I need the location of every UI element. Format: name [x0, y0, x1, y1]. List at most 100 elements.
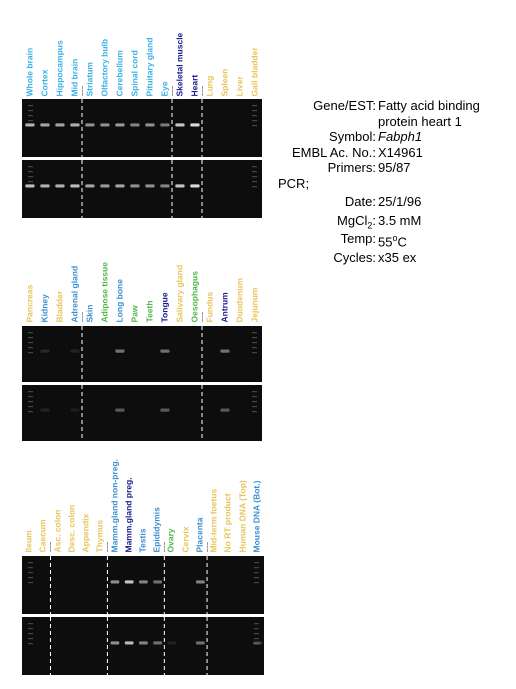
lane-label: Tongue	[159, 291, 169, 322]
ladder-mark	[28, 638, 33, 640]
symbol-value: Fabph1	[378, 129, 423, 144]
gene-row: Gene/EST: Fatty acid binding	[272, 98, 512, 114]
temp-number: 55	[378, 234, 393, 250]
cycles-row: Cycles: x35 ex	[272, 250, 512, 266]
ladder-mark	[28, 562, 33, 564]
lane-label: Duodenum	[234, 277, 244, 322]
gel-band	[70, 184, 80, 188]
ladder-mark	[28, 643, 33, 645]
ladder-mark	[254, 567, 259, 569]
ladder-mark	[252, 125, 257, 127]
ladder-mark	[28, 166, 33, 168]
ladder-mark	[28, 171, 33, 173]
lane-label: Fundus	[204, 291, 214, 322]
label-divider	[82, 86, 83, 96]
ladder-mark	[252, 347, 257, 349]
gel-band	[110, 641, 120, 645]
lane-label: Epididymis	[151, 506, 162, 552]
lane-label: Whole brain	[24, 47, 34, 96]
lane-label: Eye	[159, 80, 169, 96]
ladder-mark	[28, 572, 33, 574]
gel-background	[22, 385, 262, 441]
ladder-mark	[252, 337, 257, 339]
cycles-key: Cycles:	[333, 249, 376, 265]
gel-band	[153, 641, 163, 645]
ladder-mark	[28, 582, 33, 584]
gene-row-2: protein heart 1	[272, 114, 512, 130]
gel-svg	[22, 617, 264, 675]
lane-label: Long bone	[114, 278, 124, 322]
gel-band	[139, 580, 148, 584]
ladder-mark	[252, 181, 257, 183]
lane-label: Spinal cord	[129, 49, 139, 96]
symbol-row: Symbol: Fabph1	[272, 129, 512, 145]
mgcl-value: 3.5 mM	[378, 212, 422, 228]
lane-label: Thymus	[94, 519, 105, 552]
lane-label: Skin	[84, 304, 94, 322]
ladder-mark	[252, 406, 257, 408]
lane-label: Oesophagus	[189, 270, 199, 322]
gel-band	[100, 184, 110, 188]
lane-label: Asc. colon	[52, 509, 63, 552]
symbol-key: Symbol:	[329, 129, 376, 144]
lane-label: Lung	[204, 75, 214, 96]
ladder-mark	[28, 181, 33, 183]
gel-background	[22, 99, 262, 157]
mgcl-key-text: MgCl	[337, 212, 368, 228]
gel-background	[22, 160, 262, 218]
lane-label: Cervix	[180, 526, 191, 552]
gel-band	[153, 580, 163, 584]
lane-label: Liver	[234, 75, 244, 96]
lane-label: Heart	[189, 74, 199, 96]
ladder-mark	[254, 628, 259, 630]
lane-label: Mamm.gland preg.	[123, 476, 134, 552]
gel-band	[70, 123, 80, 127]
gel-band	[130, 123, 140, 127]
lane-label: Ileum	[23, 529, 34, 552]
ladder-mark	[252, 171, 257, 173]
gel-background	[22, 556, 264, 614]
gel-band	[55, 123, 65, 127]
gel-background	[22, 617, 264, 675]
label-divider	[202, 312, 203, 322]
ladder-mark	[28, 110, 33, 112]
gel-image-bottom	[22, 160, 262, 218]
lane-labels: Pancreas Kidney Bladder Adrenal gland Skin Ad…	[22, 232, 262, 322]
gel-band	[195, 580, 205, 584]
date-key: Date:	[344, 194, 376, 209]
ladder-mark	[252, 115, 257, 117]
pcr-row: PCR;	[272, 176, 512, 192]
ladder-mark	[252, 186, 257, 188]
gel-svg	[22, 556, 264, 614]
gel-band	[40, 408, 50, 412]
embl-value: X14961	[378, 144, 423, 160]
pcr-heading: PCR;	[278, 175, 310, 191]
temp-key: Temp:	[340, 231, 376, 246]
gel-band	[139, 641, 148, 645]
ladder-mark	[252, 332, 257, 334]
gel-svg	[22, 160, 262, 218]
ladder-mark	[28, 332, 33, 334]
cycles-value: x35 ex	[378, 249, 417, 265]
lane-label: Striatum	[84, 61, 94, 96]
label-divider	[82, 312, 83, 322]
gel-band	[70, 349, 80, 353]
gel-band	[115, 123, 125, 127]
label-divider	[50, 542, 52, 552]
lane-label: Skeletal muscle	[174, 32, 184, 96]
ladder-mark	[252, 396, 257, 398]
lane-label: Mid-term foetus	[208, 488, 219, 552]
gel-panel-2: Pancreas Kidney Bladder Adrenal gland Skin Ad…	[22, 232, 262, 447]
ladder-mark	[28, 623, 33, 625]
gel-band	[195, 641, 205, 645]
lane-label: Cerebellum	[114, 49, 124, 96]
ladder-mark	[254, 582, 259, 584]
ladder-mark	[28, 347, 33, 349]
ladder-mark	[28, 567, 33, 569]
date-row: Date: 25/1/96	[272, 194, 512, 210]
gel-band	[160, 184, 170, 188]
temp-value: 55oC	[378, 231, 407, 250]
gel-svg	[22, 326, 262, 382]
gel-image-top	[22, 326, 262, 382]
label-divider	[172, 86, 173, 96]
